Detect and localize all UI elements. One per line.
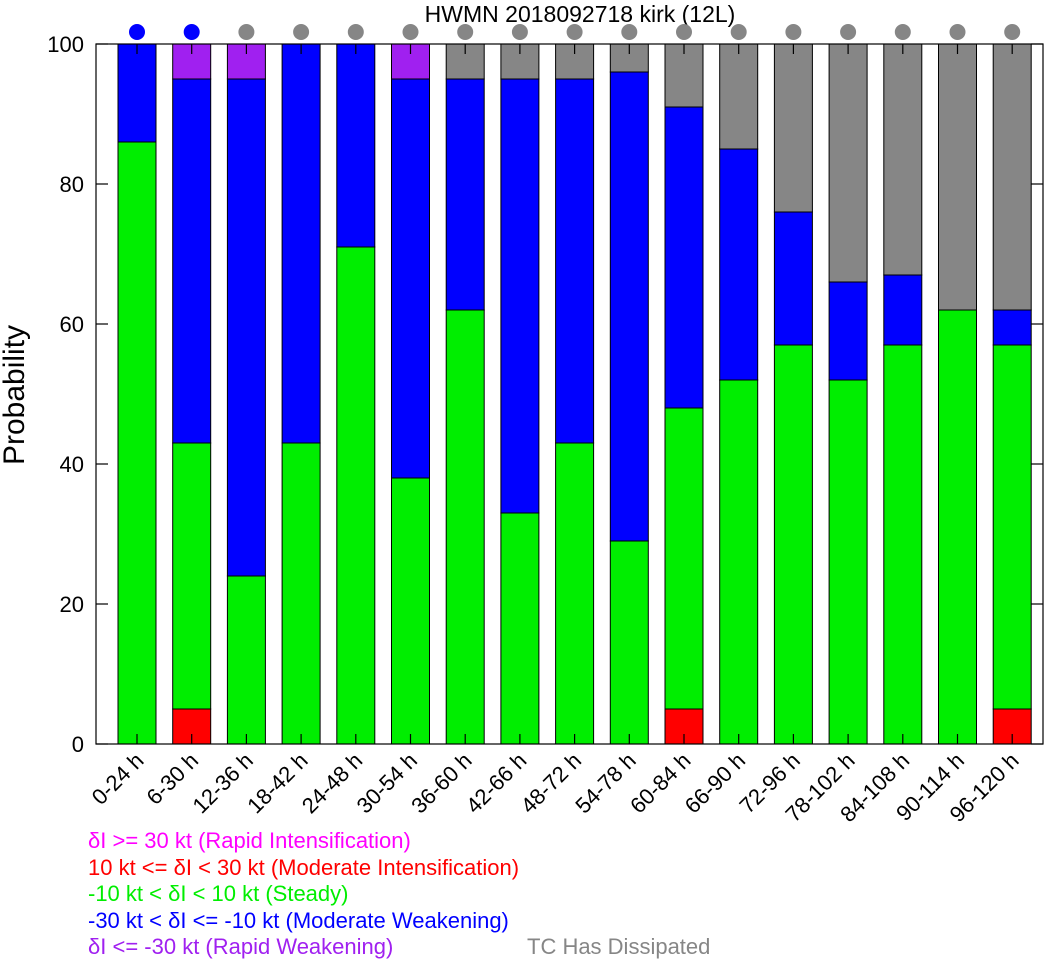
y-tick-label-0: 0 [72, 732, 84, 757]
y-tick-label-40: 40 [60, 452, 84, 477]
bar-dissipated-16 [992, 43, 1032, 311]
y-tick-label-60: 60 [60, 312, 84, 337]
legend-moderate-intensification: 10 kt <= δI < 30 kt (Moderate Intensific… [88, 854, 520, 880]
bar-moderate_weakening-4 [336, 43, 376, 248]
bar-moderate_weakening-6 [445, 78, 485, 311]
bar-steady-16 [992, 344, 1032, 710]
bar-steady-1 [172, 442, 212, 710]
plot-frame [95, 43, 1044, 745]
bar-rapid_intensification_bar-5 [391, 43, 430, 80]
bar-steady-10 [664, 407, 704, 710]
top-marker-11 [730, 24, 747, 40]
x-tick-label-3: 18-42 h [242, 748, 312, 818]
legend-moderate-weakening: -30 kt < δI <= -10 kt (Moderate Weakenin… [88, 907, 509, 933]
x-tick-label-9: 54-78 h [570, 748, 640, 818]
top-marker-0 [129, 24, 145, 40]
y-axis-label: Probability [0, 325, 31, 465]
bar-steady-7 [500, 512, 540, 745]
bar-moderate_weakening-9 [609, 71, 649, 542]
legend: δI >= 30 kt (Rapid Intensification) 10 k… [88, 828, 519, 961]
y-tick-label-80: 80 [60, 172, 84, 197]
bar-steady-3 [281, 442, 321, 745]
x-tick-label-0: 0-24 h [87, 748, 149, 810]
top-marker-8 [566, 24, 583, 40]
bar-steady-14 [883, 344, 923, 745]
bar-dissipated-15 [938, 43, 977, 311]
bar-steady-2 [226, 575, 266, 745]
top-markers [129, 24, 1021, 40]
bar-steady-6 [445, 309, 485, 745]
x-tick-label-8: 48-72 h [516, 748, 586, 818]
bar-moderate_weakening-0 [117, 43, 157, 143]
bar-moderate_weakening-16 [992, 309, 1032, 346]
y-tick-label-100: 100 [47, 32, 84, 57]
top-marker-7 [511, 24, 528, 40]
bar-steady-5 [391, 477, 430, 745]
top-marker-10 [676, 24, 692, 40]
legend-steady: -10 kt < δI < 10 kt (Steady) [88, 881, 349, 906]
y-tick-label-20: 20 [60, 592, 84, 617]
bar-steady-12 [773, 344, 813, 745]
x-tick-label-5: 30-54 h [352, 748, 422, 818]
bar-moderate_weakening-3 [281, 43, 321, 444]
bar-steady-13 [828, 379, 868, 745]
y-axis: 0 20 40 60 80 100 [47, 32, 1043, 757]
bar-steady-0 [117, 141, 157, 745]
bar-moderate_weakening-10 [664, 106, 704, 409]
x-tick-label-10: 60-84 h [625, 748, 695, 818]
top-marker-13 [840, 24, 857, 40]
x-tick-label-6: 36-60 h [406, 748, 476, 818]
top-marker-16 [1004, 24, 1021, 40]
top-marker-9 [621, 24, 638, 40]
top-marker-3 [293, 24, 310, 40]
chart-title: HWMN 2018092718 kirk (12L) [425, 1, 736, 27]
bar-dissipated-10 [664, 43, 704, 108]
bar-dissipated-12 [773, 43, 813, 213]
bar-moderate_weakening-7 [500, 78, 540, 514]
bar-moderate_weakening-5 [391, 78, 430, 479]
bar-steady-11 [719, 379, 759, 745]
bar-moderate_weakening-2 [226, 78, 266, 577]
top-marker-12 [785, 24, 802, 40]
x-tick-label-11: 66-90 h [680, 748, 750, 818]
top-marker-6 [457, 24, 474, 40]
bar-dissipated-6 [445, 43, 485, 80]
bar-steady-15 [938, 309, 977, 745]
bars-layer [117, 43, 1032, 745]
top-marker-5 [402, 24, 419, 40]
bar-moderate_weakening-13 [828, 281, 868, 381]
bar-steady-8 [555, 442, 595, 745]
bar-moderate_weakening-11 [719, 148, 759, 381]
bar-moderate_weakening-1 [172, 78, 212, 444]
top-marker-4 [347, 24, 364, 40]
bar-moderate_weakening-12 [773, 211, 813, 346]
top-marker-1 [183, 24, 200, 40]
bar-moderate_weakening-14 [883, 274, 923, 346]
bar-moderate_weakening-8 [555, 78, 595, 444]
legend-dissipated: TC Has Dissipated [527, 934, 711, 959]
bar-steady-9 [609, 540, 649, 745]
legend-rapid-intensification: δI >= 30 kt (Rapid Intensification) [88, 828, 411, 853]
top-marker-14 [894, 24, 911, 40]
legend-rapid-weakening: δI <= -30 kt (Rapid Weakening) [88, 934, 394, 959]
top-marker-15 [949, 24, 966, 40]
bar-steady-4 [336, 246, 376, 745]
bar-dissipated-14 [883, 43, 923, 276]
x-tick-label-4: 24-48 h [297, 748, 367, 818]
x-tick-label-2: 12-36 h [187, 748, 257, 818]
bar-dissipated-11 [719, 43, 759, 150]
top-marker-2 [238, 24, 255, 40]
bar-dissipated-13 [828, 43, 868, 283]
x-tick-label-7: 42-66 h [461, 748, 531, 818]
